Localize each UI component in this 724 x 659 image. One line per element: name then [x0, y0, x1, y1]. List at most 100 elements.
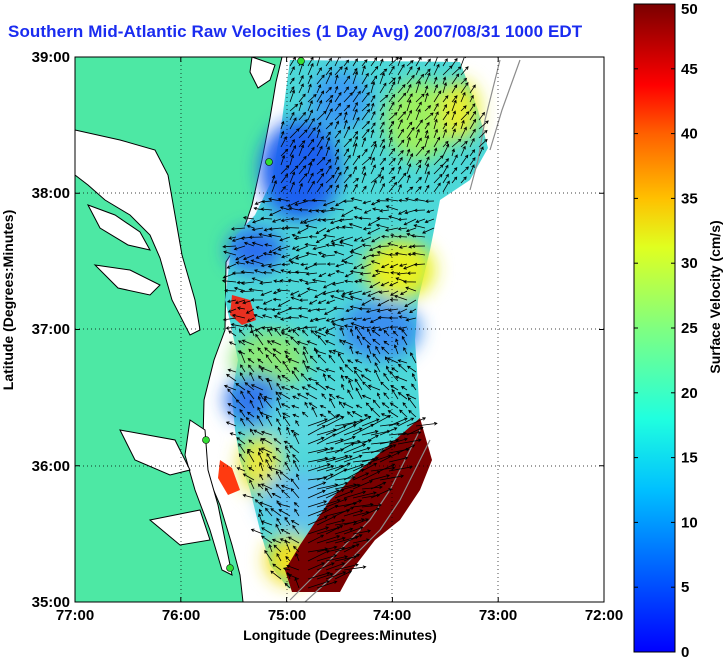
velocity-arrow	[293, 347, 300, 355]
velocity-arrow	[284, 461, 291, 472]
velocity-arrow	[316, 57, 322, 67]
velocity-arrow	[352, 416, 372, 427]
velocity-arrow	[381, 402, 390, 409]
velocity-arrow	[261, 438, 273, 445]
velocity-arrow	[307, 93, 317, 103]
velocity-arrow	[266, 452, 273, 463]
colorbar-tick-label: 10	[681, 514, 698, 531]
velocity-arrow	[281, 489, 291, 499]
velocity-arrow	[325, 555, 349, 562]
velocity-arrow	[284, 225, 300, 230]
velocity-arrow	[451, 66, 462, 76]
velocity-arrow	[399, 290, 408, 295]
velocity-arrow	[286, 571, 291, 580]
velocity-arrow	[292, 524, 300, 535]
velocity-arrow	[307, 489, 326, 499]
velocity-arrow	[334, 570, 353, 580]
velocity-arrow	[262, 299, 273, 305]
velocity-arrow	[249, 371, 255, 382]
velocity-arrow	[307, 456, 329, 463]
velocity-arrow	[379, 438, 400, 445]
velocity-arrow	[277, 374, 282, 382]
velocity-arrow	[329, 397, 336, 409]
velocity-arrow	[361, 148, 368, 157]
velocity-arrow	[316, 172, 325, 184]
velocity-arrow	[343, 509, 364, 517]
velocity-arrow	[249, 323, 255, 337]
velocity-arrow	[227, 411, 237, 418]
velocity-arrow	[334, 91, 342, 103]
velocity-arrow	[253, 429, 264, 436]
velocity-arrow	[301, 329, 309, 337]
velocity-arrow	[255, 306, 264, 310]
station-marker	[202, 436, 210, 444]
velocity-arrow	[316, 515, 337, 526]
velocity-arrow	[268, 544, 273, 553]
velocity-arrow	[376, 308, 390, 313]
velocity-arrow	[451, 99, 457, 112]
velocity-arrow	[361, 243, 372, 248]
velocity-arrow	[376, 216, 390, 221]
velocity-arrow	[271, 538, 282, 544]
velocity-arrow	[276, 552, 282, 562]
velocity-arrow	[248, 439, 255, 445]
velocity-arrow	[298, 165, 307, 175]
velocity-arrow	[308, 234, 318, 239]
velocity-arrow	[442, 122, 448, 130]
velocity-arrow	[288, 254, 300, 262]
velocity-arrow	[259, 508, 264, 517]
velocity-arrow	[267, 473, 273, 481]
velocity-arrow	[290, 429, 300, 436]
velocity-arrow	[315, 382, 327, 391]
velocity-arrow	[316, 128, 321, 139]
velocity-arrow	[433, 147, 438, 157]
velocity-arrow	[258, 364, 264, 373]
velocity-arrow	[335, 289, 345, 293]
velocity-arrow	[397, 156, 403, 166]
velocity-arrow	[408, 409, 417, 418]
velocity-arrow	[307, 172, 314, 184]
velocity-arrow	[325, 562, 346, 571]
velocity-arrow	[280, 185, 286, 193]
velocity-arrow	[280, 226, 291, 231]
velocity-arrow	[307, 377, 318, 382]
velocity-arrow	[305, 251, 318, 256]
velocity-arrow	[293, 545, 300, 553]
velocity-arrow	[460, 105, 467, 112]
velocity-arrow	[363, 209, 372, 214]
velocity-arrow	[330, 317, 345, 323]
velocity-arrow	[343, 154, 351, 166]
colorbar-tick-label: 40	[681, 126, 698, 143]
velocity-arrow	[325, 136, 331, 148]
velocity-arrow	[361, 120, 370, 130]
velocity-arrow	[325, 299, 336, 304]
velocity-arrow	[451, 73, 460, 85]
velocity-arrow	[424, 72, 431, 85]
velocity-arrow	[415, 421, 438, 427]
velocity-arrow	[325, 326, 336, 332]
velocity-arrow	[324, 331, 336, 337]
velocity-arrow	[325, 184, 333, 193]
velocity-arrow	[460, 111, 470, 121]
velocity-arrow	[248, 287, 264, 292]
velocity-arrow	[375, 223, 390, 229]
velocity-arrow	[379, 208, 390, 213]
velocity-arrow	[335, 395, 345, 400]
velocity-arrow	[367, 218, 381, 226]
velocity-arrow	[411, 251, 426, 256]
velocity-arrow	[370, 75, 378, 85]
velocity-arrow	[316, 67, 322, 76]
velocity-arrow	[251, 241, 264, 247]
velocity-arrow	[406, 271, 417, 275]
velocity-arrow	[276, 418, 282, 427]
velocity-arrow	[276, 382, 282, 391]
velocity-arrow	[415, 80, 421, 94]
velocity-arrow	[339, 241, 354, 247]
velocity-arrow	[460, 119, 465, 130]
velocity-arrow	[250, 259, 264, 265]
velocity-arrow	[352, 529, 372, 535]
tick-marks	[74, 56, 605, 603]
velocity-arrow	[406, 365, 417, 373]
velocity-arrow	[325, 108, 333, 121]
velocity-arrow	[261, 325, 273, 330]
